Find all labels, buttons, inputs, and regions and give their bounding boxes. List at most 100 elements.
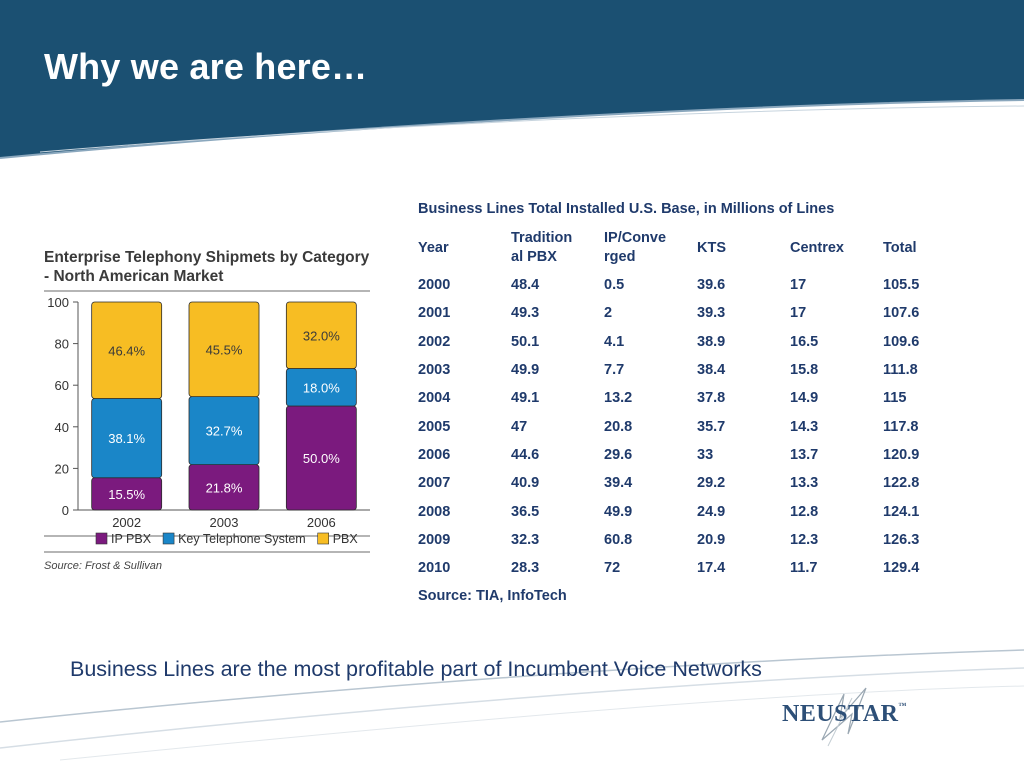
- table-source: Source: TIA, InfoTech: [418, 588, 567, 604]
- table-cell: 40.9: [511, 475, 540, 492]
- table-cell: 107.6: [883, 305, 920, 322]
- business-lines-table: Year Tradition al PBX IP/Conve rged KTS Centre…: [412, 225, 937, 582]
- table-cell: 49.9: [511, 362, 540, 379]
- data-label: 32.7%: [206, 424, 243, 439]
- table-cell: 17.4: [697, 560, 726, 577]
- table-cell: 129.4: [883, 560, 920, 577]
- table-cell: 115: [883, 390, 907, 407]
- table-cell: 120.9: [883, 446, 920, 463]
- legend-swatch: [162, 532, 175, 545]
- table-cell: 13.2: [604, 390, 633, 407]
- table-cell: 47: [511, 418, 528, 435]
- table-row: 2008 36.5 49.9 24.9 12.8 124.1: [412, 497, 937, 525]
- data-label: 18.0%: [303, 380, 340, 395]
- x-tick-label: 2002: [112, 515, 141, 530]
- bar-segment: [91, 301, 163, 399]
- table-cell: 4.1: [604, 333, 625, 350]
- table-cell: 126.3: [883, 531, 920, 548]
- table-cell: 44.6: [511, 446, 540, 463]
- table-cell: 48.4: [511, 277, 540, 294]
- table-cell: 72: [604, 560, 621, 577]
- table-cell: 109.6: [883, 333, 920, 350]
- column-header: KTS: [697, 239, 726, 256]
- table-cell: 39.3: [697, 305, 726, 322]
- logo-star-mark: [821, 687, 867, 747]
- table-cell: 38.9: [697, 333, 726, 350]
- neustar-logo: NeuStar™: [782, 684, 942, 754]
- chart-title: Enterprise Telephony Shipmets by Categor…: [44, 249, 370, 285]
- table-cell: 29.2: [697, 475, 726, 492]
- table-header-row: Year Tradition al PBX IP/Conve rged KTS Centre…: [412, 225, 937, 271]
- y-tick-label: 40: [55, 420, 69, 435]
- table-cell: 11.7: [790, 560, 818, 577]
- table-row: 2006 44.6 29.6 33 13.7 120.9: [412, 441, 937, 469]
- legend-label: PBX: [333, 532, 359, 546]
- table-cell: 32.3: [511, 531, 540, 548]
- table-row: 2002 50.1 4.1 38.9 16.5 109.6: [412, 328, 937, 356]
- table-cell: 37.8: [697, 390, 726, 407]
- table-cell: 2009: [418, 531, 451, 548]
- data-label: 45.5%: [206, 342, 243, 357]
- header-band: [0, 0, 1024, 158]
- table-cell: 2: [604, 305, 613, 322]
- table-cell: 0.5: [604, 277, 625, 294]
- trademark-mark: ™: [898, 701, 907, 710]
- table-cell: 39.6: [697, 277, 726, 294]
- table-cell: 20.8: [604, 418, 633, 435]
- table-row: 2009 32.3 60.8 20.9 12.3 126.3: [412, 526, 937, 554]
- table-cell: 13.3: [790, 475, 819, 492]
- column-header: Year: [418, 239, 449, 256]
- table-row: 2001 49.3 2 39.3 17 107.6: [412, 299, 937, 327]
- legend-label: IP PBX: [111, 532, 152, 546]
- column-header: IP/Conve rged: [604, 230, 667, 265]
- data-label: 21.8%: [206, 480, 243, 495]
- table-cell: 7.7: [604, 362, 625, 379]
- table-cell: 17: [790, 305, 807, 322]
- x-tick-label: 2003: [210, 515, 239, 530]
- bar-segment: [188, 301, 260, 398]
- table-cell: 105.5: [883, 277, 920, 294]
- table-row: 2003 49.9 7.7 38.4 15.8 111.8: [412, 356, 937, 384]
- table-cell: 36.5: [511, 503, 540, 520]
- shipments-chart: Enterprise Telephony Shipmets by Categor…: [40, 248, 374, 578]
- table-cell: 49.9: [604, 503, 633, 520]
- table-cell: 12.3: [790, 531, 819, 548]
- table-cell: 17: [790, 277, 807, 294]
- table-cell: 33: [697, 446, 714, 463]
- table-cell: 2002: [418, 333, 451, 350]
- slide-title: Why we are here…: [44, 46, 368, 87]
- column-header: Tradition al PBX: [511, 230, 573, 265]
- table-row: 2000 48.4 0.5 39.6 17 105.5: [412, 271, 937, 299]
- table-cell: 2010: [418, 560, 451, 577]
- table-cell: 2008: [418, 503, 451, 520]
- table-cell: 117.8: [883, 418, 919, 435]
- table-cell: 60.8: [604, 531, 633, 548]
- table-cell: 39.4: [604, 475, 633, 492]
- table-title: Business Lines Total Installed U.S. Base…: [418, 201, 835, 217]
- stacked-bar-chart: 0 20 40 60 80 100 15.5% 38.1% 46.4% 2002 21.8% 32.7…: [44, 290, 370, 553]
- y-tick-label: 80: [55, 337, 69, 352]
- table-cell: 2005: [418, 418, 451, 435]
- legend-swatch: [317, 532, 330, 545]
- table-cell: 15.8: [790, 362, 819, 379]
- table-row: 2010 28.3 72 17.4 11.7 129.4: [412, 554, 937, 582]
- table-cell: 13.7: [790, 446, 819, 463]
- column-header: Centrex: [790, 239, 844, 256]
- table-row: 2005 47 20.8 35.7 14.3 117.8: [412, 412, 937, 440]
- header-swoosh-line: [0, 99, 1024, 159]
- table-cell: 122.8: [883, 475, 920, 492]
- table-cell: 2001: [418, 305, 451, 322]
- table-cell: 14.9: [790, 390, 819, 407]
- tagline: Business Lines are the most profitable p…: [70, 657, 762, 681]
- y-tick-label: 0: [62, 503, 69, 518]
- footer-swoosh-line-2: [0, 667, 1024, 749]
- table-cell: 49.1: [511, 390, 540, 407]
- header-swoosh-line-thin: [39, 105, 1024, 153]
- table-cell: 35.7: [697, 418, 726, 435]
- table-cell: 29.6: [604, 446, 633, 463]
- table-row: 2004 49.1 13.2 37.8 14.9 115: [412, 384, 937, 412]
- table-cell: 2003: [418, 362, 451, 379]
- table-row: 2007 40.9 39.4 29.2 13.3 122.8: [412, 469, 937, 497]
